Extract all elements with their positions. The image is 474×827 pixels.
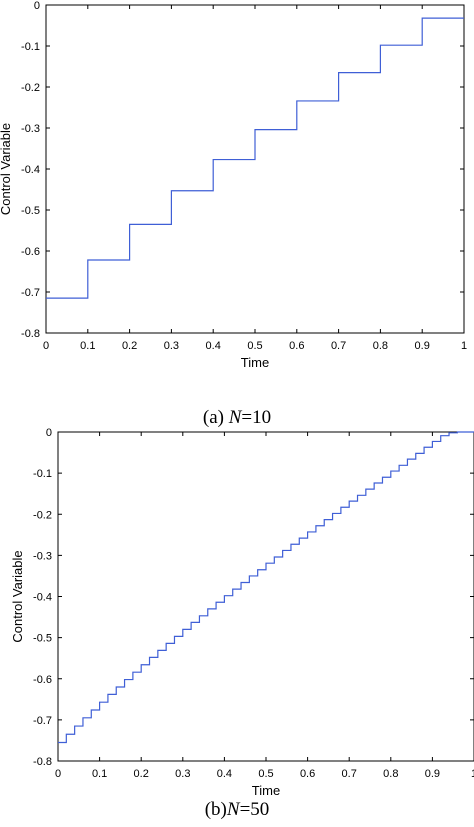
x-tick-label: 0.7 — [342, 768, 357, 780]
y-tick-label: -0.5 — [21, 205, 40, 217]
y-tick-label: -0.4 — [21, 164, 40, 176]
y-tick-label: -0.2 — [33, 509, 52, 521]
series-line — [46, 17, 464, 299]
series-line — [58, 431, 474, 744]
x-axis-label: Time — [252, 783, 280, 798]
y-tick-label: -0.1 — [21, 41, 40, 53]
x-tick-label: 0.9 — [425, 768, 440, 780]
x-tick-label: 0 — [43, 340, 49, 352]
x-tick-label: 0.5 — [258, 768, 273, 780]
caption-a-value: =10 — [241, 407, 272, 428]
y-tick-label: -0.3 — [21, 123, 40, 135]
y-tick-label: 0 — [34, 0, 40, 12]
caption-a-var: N — [228, 407, 242, 428]
x-tick-label: 1 — [461, 340, 467, 352]
chart-panel-b: 0 0.1 0.2 0.3 0.4 0.5 0.6 0.7 0.8 0.9 1 0 -0.1 -0.2 -0… — [0, 415, 474, 827]
x-tick-label: 0.6 — [289, 340, 304, 352]
caption-b-prefix: (b) — [204, 799, 227, 820]
plot-frame — [57, 431, 474, 762]
x-tick-label: 0.8 — [373, 340, 388, 352]
y-axis-label: Control Variable — [10, 550, 25, 642]
caption-a: (a) N=10 — [0, 407, 474, 429]
x-tick-label: 0.3 — [175, 768, 190, 780]
y-tick-label: -0.6 — [33, 674, 52, 686]
caption-b-value: =50 — [239, 799, 270, 820]
y-tick-label: -0.3 — [33, 550, 52, 562]
y-tick-label: -0.1 — [33, 468, 52, 480]
step-chart-a: 0 0.1 0.2 0.3 0.4 0.5 0.6 0.7 0.8 0.9 1 0 -0.1 -0.2 -0… — [0, 0, 467, 370]
y-tick-label: -0.5 — [33, 633, 52, 645]
x-tick-label: 0.3 — [164, 340, 179, 352]
y-tick-label: -0.7 — [33, 715, 52, 727]
x-tick-label: 0.7 — [331, 340, 346, 352]
x-axis-label: Time — [241, 355, 269, 370]
x-tick-label: 1 — [471, 768, 474, 780]
x-tick-label: 0.2 — [134, 768, 149, 780]
x-tick-label: 0.2 — [122, 340, 137, 352]
y-axis-label: Control Variable — [0, 123, 13, 215]
caption-b: (b)N=50 — [0, 799, 474, 821]
x-tick-label: 0.1 — [92, 768, 107, 780]
y-tick-label: -0.4 — [33, 592, 52, 604]
y-tick-label: -0.2 — [21, 82, 40, 94]
y-tick-label: 0 — [46, 427, 52, 439]
step-chart-b: 0 0.1 0.2 0.3 0.4 0.5 0.6 0.7 0.8 0.9 1 0 -0.1 -0.2 -0… — [10, 427, 474, 798]
x-tick-label: 0.6 — [300, 768, 315, 780]
y-tick-label: -0.8 — [21, 328, 40, 340]
y-tick-label: -0.6 — [21, 246, 40, 258]
y-tick-label: -0.7 — [21, 287, 40, 299]
caption-a-prefix: (a) — [202, 407, 229, 428]
x-tick-label: 0.8 — [383, 768, 398, 780]
caption-b-var: N — [226, 799, 240, 820]
x-tick-label: 0 — [55, 768, 61, 780]
x-tick-label: 0.5 — [247, 340, 262, 352]
plot-frame — [45, 4, 465, 334]
x-tick-label: 0.4 — [206, 340, 221, 352]
x-tick-label: 0.4 — [217, 768, 232, 780]
x-tick-label: 0.1 — [80, 340, 95, 352]
chart-panel-a: 0 0.1 0.2 0.3 0.4 0.5 0.6 0.7 0.8 0.9 1 0 -0.1 -0.2 -0… — [0, 0, 474, 429]
y-tick-label: -0.8 — [33, 756, 52, 768]
x-tick-label: 0.9 — [415, 340, 430, 352]
